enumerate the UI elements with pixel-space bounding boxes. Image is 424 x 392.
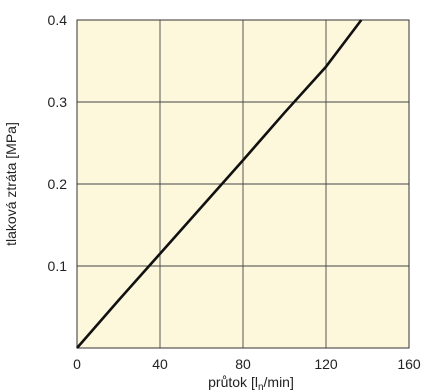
x-tick-label: 160 [397,356,421,372]
x-tick-label: 120 [314,356,338,372]
y-axis-label: tlaková ztráta [MPa] [3,122,19,246]
x-tick-label: 0 [73,356,81,372]
y-tick-label: 0.2 [48,176,68,192]
x-axis-label: průtok [ln/min] [208,374,294,392]
x-axis-label-subscript: n [258,382,264,392]
y-tick-labels: 0.1 0.2 0.3 0.4 [48,12,68,274]
x-axis-label-main: průtok [l [208,374,258,390]
x-tick-label: 80 [235,356,251,372]
y-tick-label: 0.1 [48,258,68,274]
y-tick-label: 0.4 [48,12,68,28]
series-line [76,19,363,349]
x-tick-label: 40 [152,356,168,372]
x-tick-labels: 0 40 80 120 160 [73,356,421,372]
plot-frame [76,19,410,349]
y-tick-label: 0.3 [48,94,68,110]
x-axis-label-unit: /min] [264,374,294,390]
